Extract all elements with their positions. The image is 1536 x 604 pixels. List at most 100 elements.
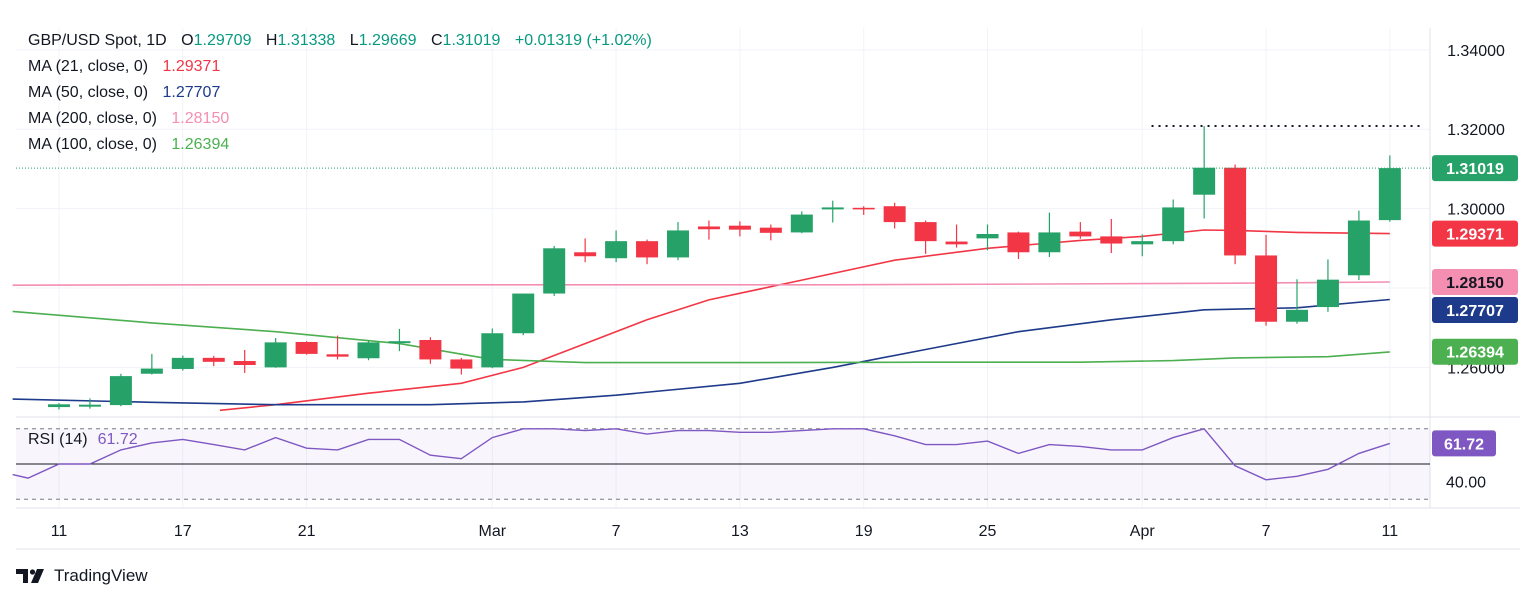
- candle-up: [1316, 279, 1339, 308]
- ma200-value: 1.28150: [171, 110, 230, 127]
- price-label-bg: [1432, 220, 1518, 247]
- price-label-text: 1.29371: [1446, 227, 1504, 244]
- overlays: [16, 125, 1430, 169]
- candle-up: [1378, 168, 1401, 221]
- candle-up: [1162, 207, 1185, 242]
- chart-legend: GBP/USD Spot, 1D O1.29709 H1.31338 L1.29…: [28, 28, 652, 158]
- candle-down: [945, 241, 968, 245]
- time-tick-label: 13: [731, 523, 749, 540]
- candle-up: [388, 341, 411, 344]
- time-tick-label: 19: [855, 523, 873, 540]
- candle-up: [48, 404, 70, 408]
- symbol-title[interactable]: GBP/USD Spot, 1D: [28, 32, 167, 49]
- ma21-label: MA (21, close, 0): [28, 58, 149, 75]
- candle-up: [1193, 167, 1216, 195]
- candle-up: [605, 241, 628, 259]
- candle-down: [759, 227, 782, 233]
- legend-ma200-row[interactable]: MA (200, close, 0) 1.28150: [28, 106, 652, 132]
- candle-up: [357, 342, 380, 359]
- ma-line: [12, 310, 1390, 364]
- candle-up: [1347, 220, 1370, 276]
- legend-ma21-row[interactable]: MA (21, close, 0) 1.29371: [28, 54, 652, 80]
- price-tick-label: 1.34000: [1447, 43, 1505, 60]
- legend-ma50-row[interactable]: MA (50, close, 0) 1.27707: [28, 80, 652, 106]
- candle-down: [1007, 232, 1030, 253]
- candle-up: [1038, 232, 1061, 253]
- high-value: 1.31338: [277, 32, 336, 49]
- candle-down: [1224, 167, 1247, 256]
- moving-averages: [12, 229, 1390, 412]
- candle-down: [852, 207, 875, 210]
- candle-up: [264, 342, 287, 368]
- price-label-text: 1.31019: [1446, 161, 1504, 178]
- price-label-bg: [1432, 155, 1518, 182]
- ma50-label: MA (50, close, 0): [28, 84, 149, 101]
- legend-ohlc-row: GBP/USD Spot, 1D O1.29709 H1.31338 L1.29…: [28, 28, 652, 54]
- candle-up: [171, 357, 194, 369]
- candle-down: [728, 225, 751, 230]
- ma50-value: 1.27707: [162, 84, 221, 101]
- price-labels: 1.31019 1.29371 1.28150 1.27707 1.26394 61.72: [1432, 155, 1518, 457]
- close-value: 1.31019: [442, 32, 501, 49]
- rsi-pane: [12, 428, 1430, 500]
- candle-up: [140, 368, 163, 374]
- candle-down: [1069, 231, 1092, 237]
- time-tick-label: 7: [612, 523, 621, 540]
- open-value: 1.29709: [193, 32, 252, 49]
- rsi-value-label-bg: [1432, 430, 1496, 457]
- candle-up: [1131, 241, 1154, 245]
- rsi-label: RSI (14): [28, 431, 88, 448]
- time-tick-label: 17: [174, 523, 192, 540]
- candle-down: [914, 222, 937, 242]
- candle-down: [636, 241, 659, 258]
- ma100-value: 1.26394: [171, 136, 230, 153]
- time-tick-label: Apr: [1130, 523, 1156, 540]
- time-tick-label: 11: [51, 523, 68, 540]
- price-label-text: 1.28150: [1446, 275, 1504, 292]
- price-label-text: 1.27707: [1446, 303, 1504, 320]
- rsi-value: 61.72: [97, 431, 138, 448]
- candle-up: [78, 404, 101, 407]
- candle-down: [1100, 236, 1123, 244]
- candle-down: [233, 361, 256, 366]
- price-label-text: 1.26394: [1446, 345, 1504, 362]
- time-tick-label: 11: [1382, 523, 1399, 540]
- ma-line: [12, 298, 1390, 406]
- time-tick-label: 25: [979, 523, 997, 540]
- candle-down: [1255, 255, 1278, 322]
- close-label: C: [430, 32, 443, 49]
- high-label: H: [265, 32, 278, 49]
- legend-ma100-row[interactable]: MA (100, close, 0) 1.26394: [28, 132, 652, 158]
- rsi-tick-label: 40.00: [1446, 475, 1486, 492]
- low-label: L: [349, 32, 359, 49]
- rsi-line: [12, 428, 1391, 481]
- change-value: +0.01319 (+1.02%): [514, 32, 652, 49]
- candle-down: [574, 252, 597, 257]
- ma-line: [12, 281, 1390, 287]
- candle-up: [109, 376, 132, 406]
- time-tick-label: 7: [1262, 523, 1271, 540]
- candle-down: [419, 339, 442, 360]
- price-label-bg: [1432, 269, 1518, 296]
- ma21-value: 1.29371: [162, 58, 221, 75]
- candle-up: [481, 333, 504, 368]
- candle-up: [543, 248, 566, 294]
- price-tick-label: 1.32000: [1447, 122, 1505, 139]
- candle-up: [976, 234, 999, 239]
- open-label: O: [181, 32, 194, 49]
- rsi-value-label: 61.72: [1444, 436, 1484, 453]
- candle-up: [790, 214, 813, 233]
- candle-up: [821, 207, 844, 210]
- ma200-label: MA (200, close, 0): [28, 110, 157, 127]
- time-tick-label: Mar: [479, 523, 507, 540]
- tradingview-brand[interactable]: TradingView: [16, 566, 148, 586]
- candles[interactable]: [48, 126, 1401, 410]
- grid: [16, 28, 1430, 508]
- low-value: 1.29669: [358, 32, 417, 49]
- price-label-bg: [1432, 297, 1518, 324]
- candle-up: [512, 293, 535, 334]
- candle-down: [883, 206, 906, 223]
- rsi-legend[interactable]: RSI (14) 61.72: [28, 431, 138, 449]
- price-label-bg: [1432, 338, 1518, 365]
